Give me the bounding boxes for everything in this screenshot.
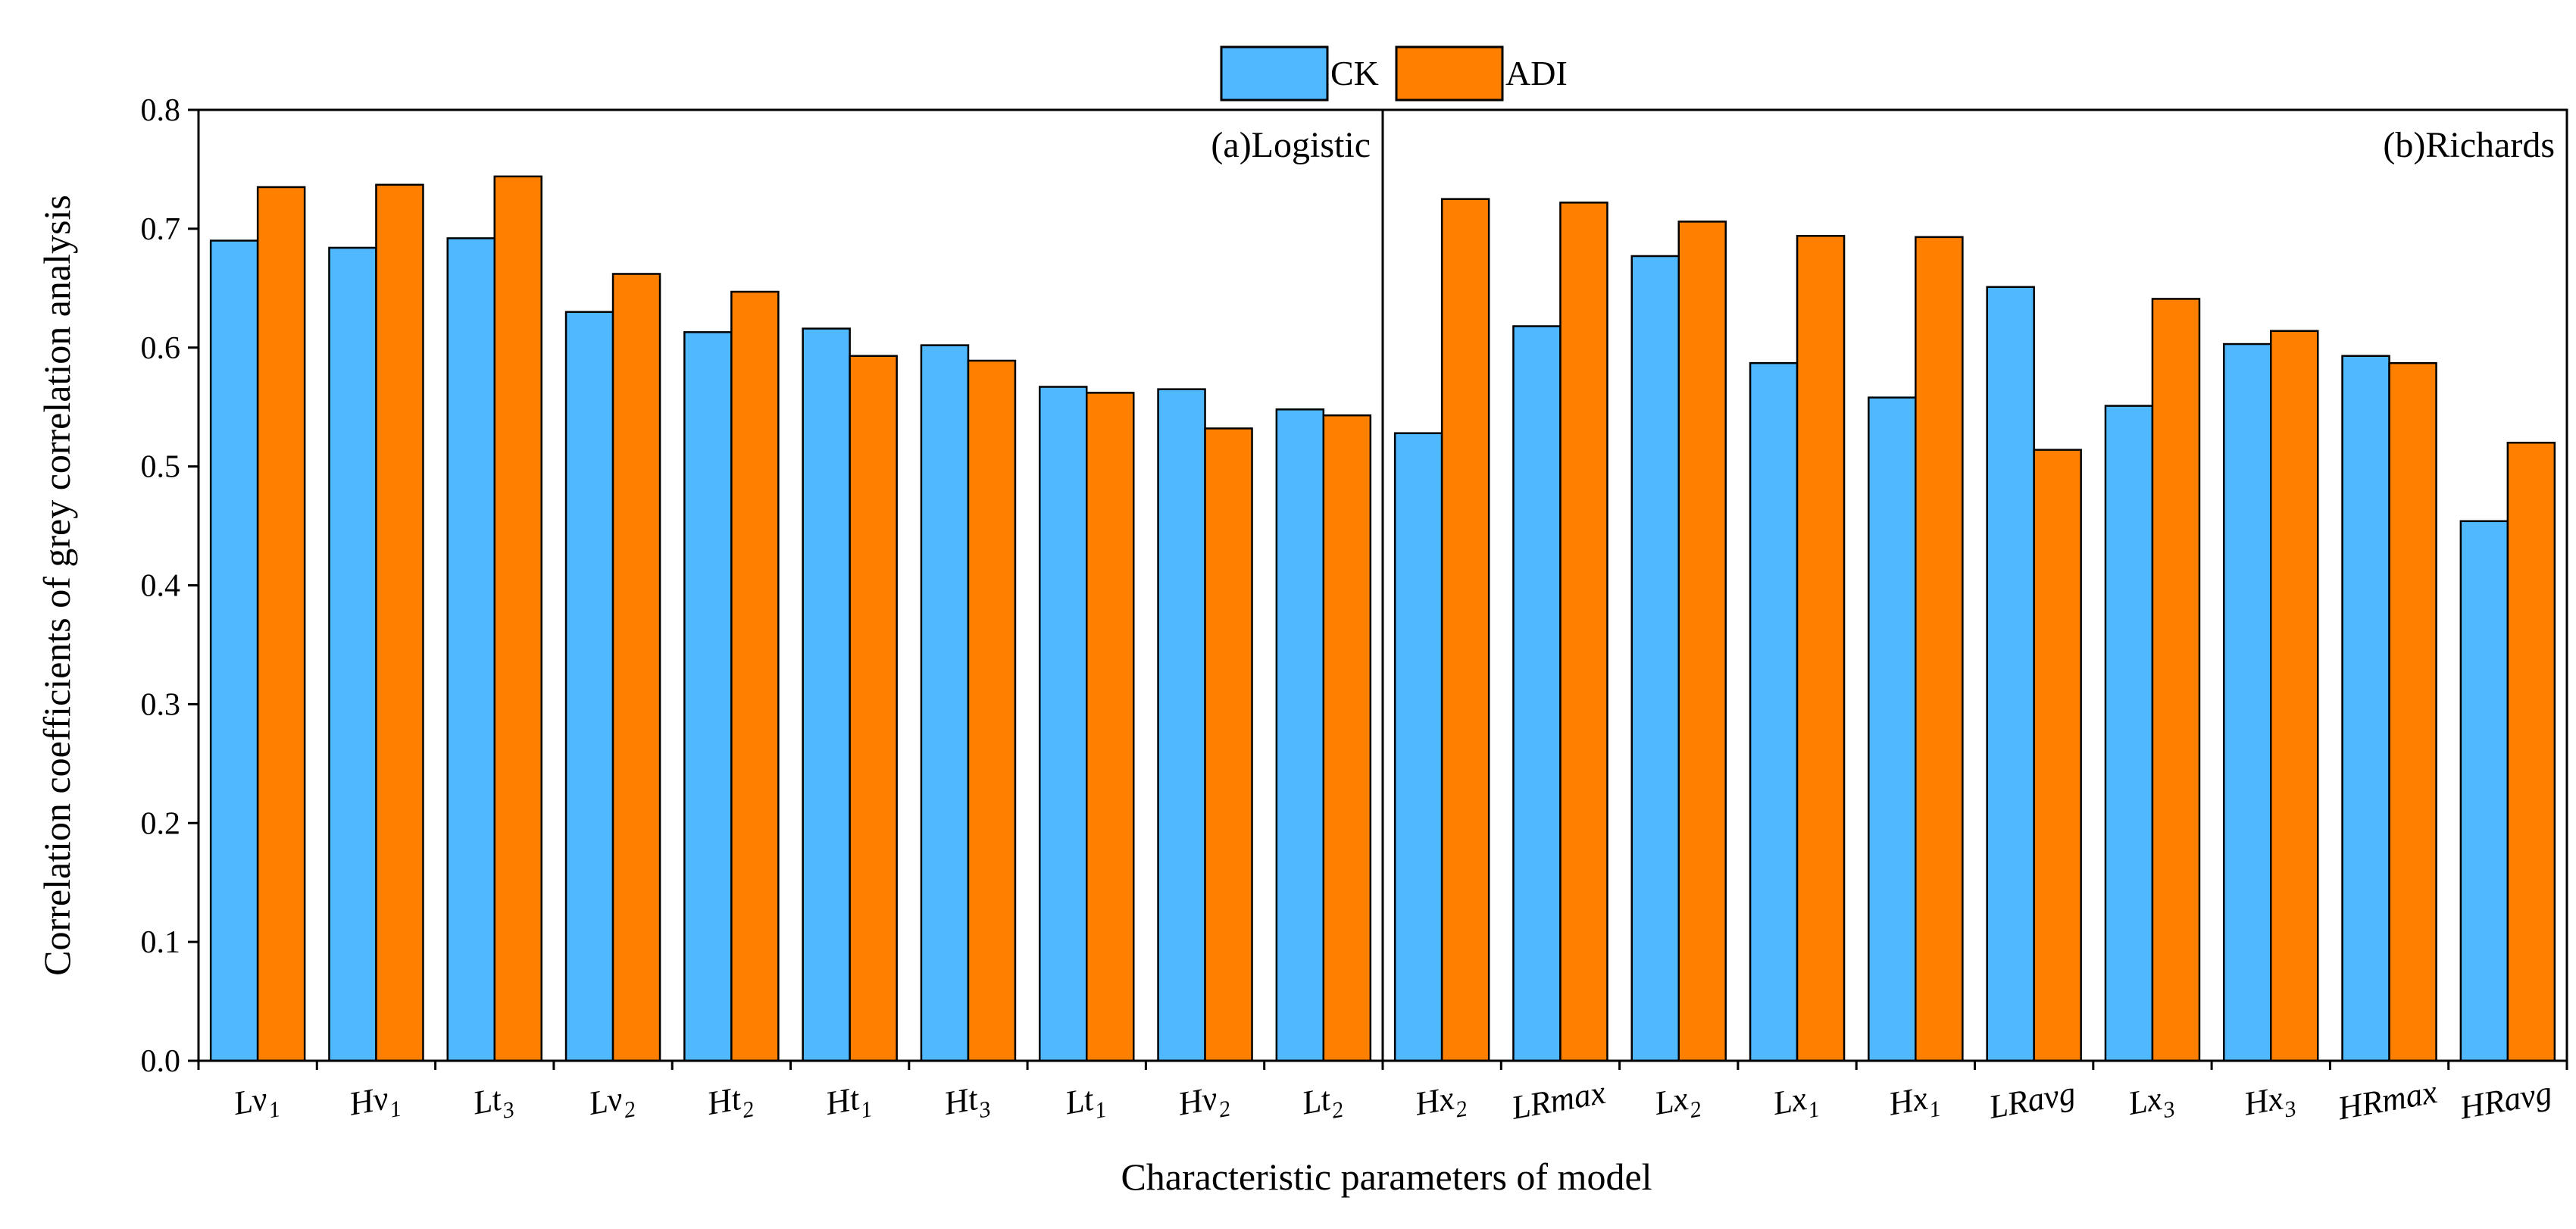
bar-adi-7 xyxy=(1086,392,1135,1062)
x-tick-label: HRavg xyxy=(2456,1074,2555,1127)
y-tick-label: 0.5 xyxy=(141,450,181,485)
bar-ck-15 xyxy=(1986,286,2035,1062)
legend: CK ADI xyxy=(1220,45,1568,102)
bar-adi-17 xyxy=(2270,330,2319,1062)
x-tick-label: HRmax xyxy=(2334,1073,2440,1127)
y-tick-label: 0.7 xyxy=(141,212,181,247)
x-tick-label: Lx3 xyxy=(2124,1077,2177,1129)
y-tick-label: 0.0 xyxy=(141,1044,181,1079)
bar-ck-6 xyxy=(920,344,970,1062)
x-tick-label: LRmax xyxy=(1508,1074,1608,1127)
y-tick-label: 0.8 xyxy=(141,93,181,128)
y-tick-label: 0.2 xyxy=(141,806,181,841)
bar-ck-14 xyxy=(1868,396,1917,1062)
bar-ck-11 xyxy=(1512,325,1562,1062)
y-axis: 0.0 0.1 0.2 0.3 0.4 0.5 0.6 0.7 0.8 xyxy=(141,93,199,1079)
x-tick-label: Lt1 xyxy=(1061,1078,1108,1128)
bar-ck-2 xyxy=(446,237,496,1062)
legend-label-ck: CK xyxy=(1330,54,1379,92)
x-tick-label: Lx2 xyxy=(1651,1077,1703,1129)
bar-adi-0 xyxy=(256,186,306,1062)
y-tick-label: 0.4 xyxy=(141,569,181,604)
bar-adi-15 xyxy=(2033,449,2082,1062)
x-axis: Lv1 Hv1 Lt3 Lv2 Ht2 Ht1 Ht3 Lt1 Hv2 Lt2 Hx2 LRmax Lx… xyxy=(197,1061,2568,1130)
x-tick-label: Ht2 xyxy=(704,1077,756,1129)
bar-adi-14 xyxy=(1915,236,1964,1062)
bar-ck-3 xyxy=(564,311,614,1062)
bar-adi-1 xyxy=(375,183,424,1062)
bar-ck-1 xyxy=(328,246,377,1062)
bar-adi-9 xyxy=(1322,414,1372,1062)
x-tick-label: Hv2 xyxy=(1174,1077,1232,1130)
bar-adi-11 xyxy=(1559,202,1608,1062)
bar-ck-17 xyxy=(2223,342,2272,1062)
bar-adi-10 xyxy=(1440,198,1490,1062)
bar-ck-19 xyxy=(2459,520,2509,1062)
bar-ck-10 xyxy=(1393,432,1443,1062)
y-tick-label: 0.6 xyxy=(141,331,181,366)
plot-frame xyxy=(197,108,2568,1062)
bar-adi-13 xyxy=(1796,235,1846,1062)
bar-adi-18 xyxy=(2388,361,2437,1062)
legend-swatch-ck xyxy=(1220,45,1329,102)
bar-adi-2 xyxy=(493,175,542,1062)
panel-labels: (a)Logistic (b)Richards xyxy=(1211,125,2555,165)
legend-label-adi: ADI xyxy=(1505,54,1568,92)
panel-label-1: (b)Richards xyxy=(2383,125,2555,165)
bar-ck-16 xyxy=(2104,405,2154,1062)
x-tick-label: Hx3 xyxy=(2240,1077,2298,1130)
bars-group xyxy=(209,175,2556,1062)
bar-ck-5 xyxy=(802,327,851,1062)
bar-ck-13 xyxy=(1749,361,1799,1062)
x-tick-label: Lt2 xyxy=(1299,1078,1346,1128)
bar-ck-8 xyxy=(1157,388,1206,1062)
bar-adi-5 xyxy=(849,355,898,1062)
x-tick-label: Hx1 xyxy=(1885,1077,1943,1130)
x-tick-label: Lv1 xyxy=(230,1077,282,1129)
y-tick-label: 0.1 xyxy=(141,925,181,960)
bar-ck-0 xyxy=(209,239,259,1062)
bar-adi-3 xyxy=(611,273,661,1062)
bar-ck-18 xyxy=(2341,355,2390,1062)
x-tick-label: Lv2 xyxy=(585,1077,637,1129)
bar-ck-9 xyxy=(1275,408,1325,1062)
bar-adi-16 xyxy=(2151,298,2201,1062)
y-axis-title: Correlation coefficients of grey correla… xyxy=(36,195,78,976)
bar-adi-4 xyxy=(730,290,780,1062)
x-tick-label: Ht1 xyxy=(822,1077,874,1129)
x-tick-label: Lx1 xyxy=(1769,1077,1821,1129)
x-tick-label: Ht3 xyxy=(940,1077,993,1129)
panel-label-0: (a)Logistic xyxy=(1211,125,1371,165)
x-axis-title: Characteristic parameters of model xyxy=(1121,1156,1652,1198)
bar-adi-8 xyxy=(1204,427,1253,1062)
bar-ck-7 xyxy=(1039,386,1088,1062)
bar-adi-19 xyxy=(2506,442,2556,1062)
x-tick-label: Hv1 xyxy=(345,1077,403,1130)
x-tick-label: Hx2 xyxy=(1411,1077,1469,1130)
legend-swatch-adi xyxy=(1395,45,1504,102)
bar-ck-12 xyxy=(1630,255,1680,1062)
y-tick-label: 0.3 xyxy=(141,687,181,722)
x-tick-label: Lt3 xyxy=(470,1078,517,1128)
x-tick-label: LRavg xyxy=(1985,1074,2078,1126)
bar-ck-4 xyxy=(683,331,733,1062)
bar-adi-6 xyxy=(967,359,1017,1062)
bar-adi-12 xyxy=(1677,220,1727,1062)
